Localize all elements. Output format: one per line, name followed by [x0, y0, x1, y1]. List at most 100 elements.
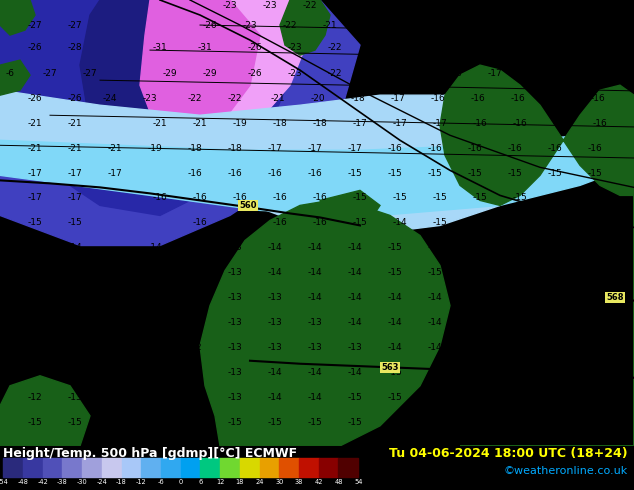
Text: -16: -16 — [193, 193, 207, 202]
Text: -12: -12 — [28, 368, 42, 377]
Text: -17: -17 — [527, 21, 542, 29]
Text: -15: -15 — [392, 193, 408, 202]
Text: -48: -48 — [18, 479, 29, 486]
Text: -15: -15 — [28, 418, 42, 427]
Text: -17: -17 — [28, 193, 42, 202]
Text: -15: -15 — [468, 169, 482, 178]
Text: -15: -15 — [427, 169, 443, 178]
Text: -13: -13 — [228, 243, 242, 252]
Text: -20: -20 — [311, 94, 325, 103]
Bar — [62, 458, 82, 477]
Bar — [259, 458, 280, 477]
Polygon shape — [0, 90, 550, 236]
Text: -15: -15 — [387, 268, 403, 277]
Bar — [319, 458, 339, 477]
Text: -29: -29 — [203, 69, 217, 77]
Text: -15: -15 — [593, 218, 607, 227]
Text: -14: -14 — [468, 318, 482, 327]
Text: -26: -26 — [28, 94, 42, 103]
Text: -16: -16 — [313, 193, 327, 202]
Text: -15: -15 — [387, 368, 403, 377]
Text: -14: -14 — [347, 268, 362, 277]
Text: 0: 0 — [179, 479, 183, 486]
Text: 48: 48 — [334, 479, 343, 486]
Text: -23: -23 — [262, 0, 277, 9]
Text: -19: -19 — [451, 43, 465, 51]
Bar — [200, 458, 220, 477]
Text: -26: -26 — [28, 43, 42, 51]
Text: -15: -15 — [347, 169, 363, 178]
Text: -14: -14 — [387, 318, 403, 327]
Text: -16: -16 — [527, 69, 542, 77]
Text: -31: -31 — [153, 43, 167, 51]
Text: -18: -18 — [188, 144, 202, 153]
Text: -19: -19 — [503, 0, 517, 9]
Text: -13: -13 — [148, 393, 162, 402]
Text: -16: -16 — [508, 268, 522, 277]
Text: -17: -17 — [618, 0, 632, 9]
Text: -17: -17 — [108, 169, 122, 178]
Text: -26: -26 — [203, 21, 217, 29]
Bar — [299, 458, 319, 477]
Text: -14: -14 — [268, 393, 282, 402]
Text: 568: 568 — [606, 293, 624, 302]
Text: -16: -16 — [508, 293, 522, 302]
Text: -12: -12 — [148, 293, 162, 302]
Text: -16: -16 — [233, 218, 247, 227]
Text: -14: -14 — [307, 243, 322, 252]
Text: -15: -15 — [268, 418, 282, 427]
Text: -24: -24 — [103, 94, 117, 103]
Text: -17: -17 — [307, 144, 322, 153]
Bar — [82, 458, 102, 477]
Text: -16: -16 — [468, 393, 482, 402]
Text: -23: -23 — [288, 43, 302, 51]
Text: -15: -15 — [68, 418, 82, 427]
Polygon shape — [440, 65, 634, 446]
Text: -14: -14 — [508, 243, 522, 252]
Text: -13: -13 — [188, 268, 202, 277]
Text: -15: -15 — [607, 69, 623, 77]
Text: -27: -27 — [68, 21, 82, 29]
Text: -13: -13 — [68, 393, 82, 402]
Text: 18: 18 — [236, 479, 244, 486]
Text: -23: -23 — [223, 0, 237, 9]
Text: -30: -30 — [77, 479, 87, 486]
Text: -12: -12 — [148, 343, 162, 352]
Polygon shape — [175, 0, 310, 135]
Text: -21: -21 — [271, 94, 285, 103]
Text: -18: -18 — [351, 94, 365, 103]
Text: 24: 24 — [256, 479, 264, 486]
Text: -16: -16 — [468, 418, 482, 427]
Text: -14: -14 — [68, 243, 82, 252]
Text: -16: -16 — [468, 144, 482, 153]
Text: Height/Temp. 500 hPa [gdmp][°C] ECMWF: Height/Temp. 500 hPa [gdmp][°C] ECMWF — [3, 447, 297, 460]
Text: -17: -17 — [567, 21, 583, 29]
Text: -19: -19 — [233, 119, 247, 128]
Polygon shape — [140, 0, 260, 135]
Text: -16: -16 — [427, 144, 443, 153]
Text: -13: -13 — [228, 368, 242, 377]
Text: -13: -13 — [228, 343, 242, 352]
Text: -26: -26 — [68, 94, 82, 103]
Text: -22: -22 — [283, 21, 297, 29]
Text: -16: -16 — [513, 119, 527, 128]
Text: -12: -12 — [68, 343, 82, 352]
Text: -15: -15 — [468, 343, 482, 352]
Text: -15: -15 — [432, 193, 448, 202]
Text: -24: -24 — [96, 479, 107, 486]
Text: -14: -14 — [28, 243, 42, 252]
Text: -27: -27 — [42, 69, 57, 77]
Text: -16: -16 — [548, 368, 562, 377]
Text: 54: 54 — [354, 479, 363, 486]
Text: -16: -16 — [468, 293, 482, 302]
Text: -13: -13 — [268, 318, 282, 327]
Text: -15: -15 — [148, 418, 162, 427]
Text: -6: -6 — [6, 69, 15, 77]
Text: -13: -13 — [188, 393, 202, 402]
Text: -13: -13 — [347, 343, 363, 352]
Text: -15: -15 — [28, 218, 42, 227]
Text: -16: -16 — [588, 343, 602, 352]
Text: -14: -14 — [428, 318, 443, 327]
Text: -14: -14 — [188, 243, 202, 252]
Text: -12: -12 — [188, 318, 202, 327]
